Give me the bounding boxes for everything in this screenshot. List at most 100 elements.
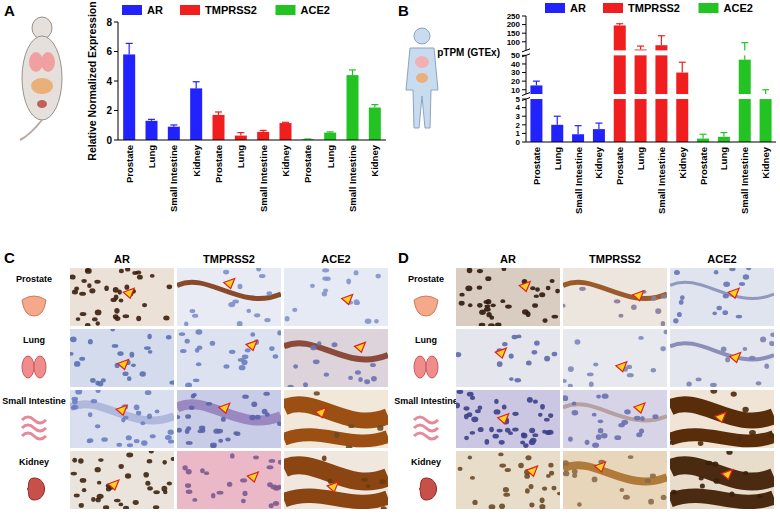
error-cap xyxy=(148,119,155,120)
row-label: Lung xyxy=(415,335,437,345)
stain xyxy=(563,465,667,481)
nucleus xyxy=(498,453,503,457)
nucleus xyxy=(123,506,129,509)
nucleus xyxy=(179,332,185,336)
bar xyxy=(257,132,269,140)
icon-part xyxy=(22,36,62,120)
nucleus xyxy=(497,429,503,433)
nucleus xyxy=(246,309,251,313)
y-tick xyxy=(114,81,118,82)
icon-part xyxy=(414,296,438,316)
nucleus xyxy=(112,344,119,348)
nucleus xyxy=(241,499,246,504)
row-label: Small Intestine xyxy=(2,396,66,406)
nucleus xyxy=(464,406,470,410)
y-tick xyxy=(114,140,118,141)
nucleus xyxy=(101,437,108,442)
y-tick-label: 8 xyxy=(106,17,112,28)
nucleus xyxy=(70,336,77,342)
stain xyxy=(563,282,667,298)
bar xyxy=(168,127,180,140)
nucleus xyxy=(614,435,621,440)
x-tick-label: Kidney xyxy=(593,146,604,178)
nucleus xyxy=(110,329,114,332)
nucleus xyxy=(293,364,298,368)
nucleus xyxy=(119,298,124,302)
nucleus xyxy=(185,429,190,434)
nucleus xyxy=(651,368,656,372)
error-cap xyxy=(616,23,623,24)
nucleus xyxy=(273,501,279,506)
error-bar xyxy=(720,133,727,137)
stain xyxy=(670,465,774,481)
nucleus xyxy=(213,429,220,434)
nucleus xyxy=(376,274,381,279)
ihc-image xyxy=(177,268,281,326)
arrowhead xyxy=(108,480,119,490)
nucleus xyxy=(470,396,475,400)
nucleus xyxy=(494,409,501,414)
nucleus xyxy=(168,430,174,435)
nucleus xyxy=(98,458,104,462)
arrowhead xyxy=(327,482,338,492)
nucleus xyxy=(673,318,678,323)
nucleus xyxy=(242,491,247,496)
nucleus xyxy=(242,394,249,398)
error-bar xyxy=(327,131,334,133)
x-tick-label: Lung xyxy=(718,147,729,170)
nucleus xyxy=(370,363,376,367)
nucleus xyxy=(456,352,461,357)
nucleus xyxy=(259,274,266,278)
nucleus xyxy=(477,269,483,273)
arrowhead xyxy=(315,408,326,418)
y-tick xyxy=(522,63,526,64)
nucleus xyxy=(195,348,199,353)
nucleus xyxy=(348,424,355,428)
ihc-image xyxy=(563,451,667,509)
icon-part xyxy=(22,296,46,316)
nucleus xyxy=(303,382,308,387)
nucleus xyxy=(674,270,680,275)
arrowhead xyxy=(595,462,606,472)
legend-swatch xyxy=(122,5,142,15)
stain xyxy=(177,404,281,420)
nucleus xyxy=(577,502,582,507)
nucleus xyxy=(136,411,141,416)
nucleus xyxy=(757,495,763,499)
nucleus xyxy=(491,303,496,307)
nucleus xyxy=(185,483,191,488)
column-header: AR xyxy=(500,253,516,265)
x-tick-label: Kidney xyxy=(191,144,202,176)
error-bar xyxy=(237,133,244,136)
nucleus xyxy=(85,323,91,326)
nucleus xyxy=(70,274,76,279)
nucleus xyxy=(162,460,167,465)
nucleus xyxy=(171,457,174,461)
error-bar xyxy=(554,116,561,125)
nucleus xyxy=(292,308,297,312)
legend-label: AR xyxy=(570,2,586,14)
nucleus xyxy=(470,476,475,480)
nucleus xyxy=(512,428,519,432)
nucleus xyxy=(456,403,460,409)
bar xyxy=(213,115,225,140)
nucleus xyxy=(739,282,745,286)
y-tick-label: 40 xyxy=(511,60,520,69)
stain xyxy=(70,404,174,420)
nucleus xyxy=(529,484,534,489)
ihc-image xyxy=(70,390,174,448)
nucleus xyxy=(126,453,133,458)
nucleus xyxy=(729,268,735,271)
nucleus xyxy=(88,339,93,344)
nucleus xyxy=(165,435,172,440)
nucleus xyxy=(478,427,484,432)
nucleus xyxy=(749,356,755,360)
nucleus xyxy=(136,316,141,321)
nucleus xyxy=(596,434,602,440)
ihc-panel-0: CARTMPRSS2ACE2ProstateLungSmall Intestin… xyxy=(2,249,388,511)
nucleus xyxy=(204,471,209,475)
icon-part xyxy=(416,73,428,83)
nucleus xyxy=(317,341,321,346)
nucleus xyxy=(769,341,774,346)
nucleus xyxy=(180,349,187,353)
